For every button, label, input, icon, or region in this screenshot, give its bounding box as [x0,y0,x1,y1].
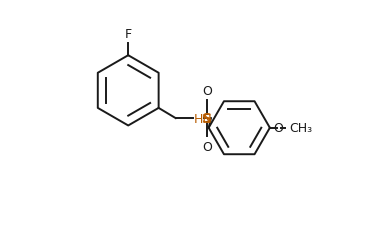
Text: HN: HN [194,112,212,125]
Text: O: O [202,140,212,153]
Text: S: S [202,112,212,126]
Text: O: O [273,122,283,135]
Text: O: O [202,84,212,97]
Text: F: F [125,28,132,41]
Text: CH₃: CH₃ [289,122,312,135]
